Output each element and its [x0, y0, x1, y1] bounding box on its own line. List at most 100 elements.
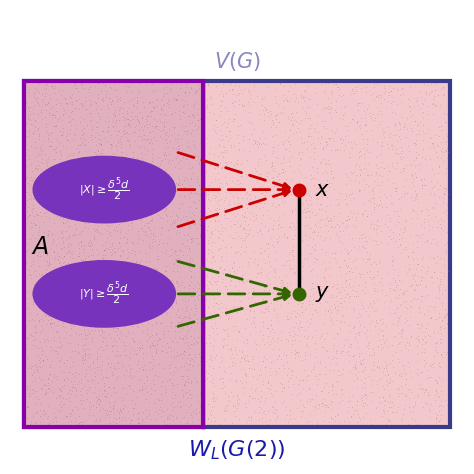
Point: [398, 326, 405, 334]
Point: [413, 97, 420, 104]
Point: [158, 342, 165, 349]
Point: [370, 224, 377, 232]
Point: [166, 278, 173, 286]
Point: [256, 155, 264, 163]
Point: [175, 158, 182, 166]
Point: [181, 307, 189, 315]
Point: [99, 255, 106, 262]
Point: [76, 294, 83, 302]
Point: [55, 234, 62, 242]
Point: [172, 278, 180, 285]
Point: [42, 106, 50, 113]
Point: [22, 119, 30, 127]
Point: [97, 366, 105, 374]
Point: [52, 163, 60, 171]
Point: [268, 149, 276, 157]
Point: [175, 144, 183, 152]
Point: [212, 207, 219, 214]
Point: [174, 282, 182, 289]
Point: [24, 383, 31, 391]
Point: [430, 170, 438, 177]
Point: [58, 132, 66, 139]
Point: [180, 102, 187, 109]
Point: [268, 202, 275, 210]
Point: [374, 403, 381, 410]
Point: [288, 152, 295, 159]
Point: [332, 285, 339, 292]
Point: [35, 89, 43, 96]
Point: [193, 179, 201, 186]
Point: [320, 395, 328, 402]
Point: [197, 115, 204, 123]
Point: [59, 219, 66, 227]
Point: [278, 277, 286, 284]
Point: [196, 232, 204, 240]
Point: [187, 175, 194, 183]
Point: [77, 99, 85, 107]
Point: [129, 128, 137, 136]
Point: [381, 164, 388, 172]
Point: [252, 407, 259, 415]
Point: [131, 137, 138, 145]
Point: [43, 294, 50, 301]
Point: [134, 239, 141, 246]
Point: [301, 208, 309, 216]
Point: [303, 103, 310, 110]
Point: [172, 352, 180, 360]
Point: [354, 292, 361, 300]
Point: [321, 191, 329, 199]
Point: [287, 174, 295, 182]
Point: [305, 95, 312, 103]
Point: [344, 264, 351, 271]
Point: [27, 173, 35, 181]
Point: [172, 334, 179, 341]
Point: [225, 163, 233, 171]
Point: [82, 137, 89, 144]
Point: [126, 189, 133, 196]
Point: [303, 207, 310, 215]
Point: [195, 408, 203, 416]
Point: [24, 103, 32, 111]
Point: [95, 112, 103, 119]
Point: [263, 355, 270, 363]
Point: [122, 239, 129, 246]
Point: [292, 285, 300, 293]
Point: [342, 304, 350, 312]
Point: [117, 204, 125, 212]
Point: [280, 349, 288, 356]
Point: [182, 81, 190, 88]
Point: [353, 375, 360, 383]
Point: [333, 298, 341, 305]
Point: [174, 180, 182, 188]
Point: [387, 403, 394, 410]
Point: [114, 270, 121, 278]
Point: [405, 102, 413, 110]
Point: [418, 230, 426, 237]
Point: [373, 217, 381, 225]
Point: [275, 365, 283, 372]
Point: [67, 190, 74, 197]
Point: [378, 412, 385, 419]
Point: [262, 222, 269, 230]
Point: [124, 361, 132, 368]
Point: [137, 267, 144, 274]
Point: [87, 109, 94, 117]
Point: [329, 283, 337, 290]
Point: [153, 340, 161, 348]
Point: [433, 223, 441, 230]
Point: [275, 351, 283, 358]
Point: [28, 176, 36, 184]
Point: [66, 270, 73, 278]
Point: [149, 337, 156, 345]
Point: [273, 369, 281, 376]
Point: [150, 134, 158, 141]
Point: [260, 93, 267, 100]
Point: [60, 128, 67, 136]
Point: [390, 310, 398, 317]
Point: [408, 214, 416, 221]
Point: [276, 379, 283, 387]
Point: [401, 303, 409, 311]
Point: [26, 126, 33, 134]
Point: [41, 210, 48, 217]
Point: [149, 376, 157, 384]
